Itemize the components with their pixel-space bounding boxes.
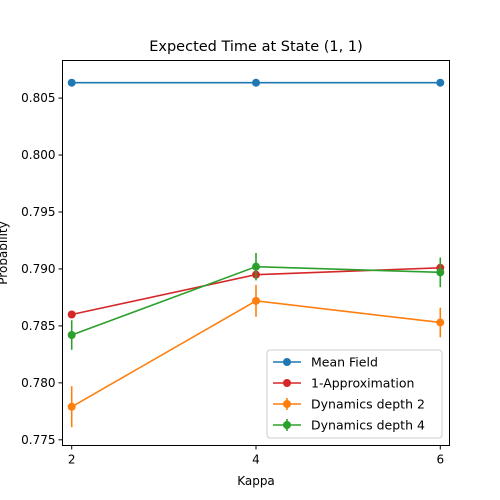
legend-marker [283, 400, 291, 408]
y-tick-label: 0.805 [21, 91, 55, 105]
y-tick-label: 0.800 [21, 148, 55, 162]
legend-label: Dynamics depth 4 [311, 418, 425, 433]
x-tick-label: 6 [436, 453, 444, 467]
legend-marker [283, 358, 291, 366]
x-tick-label: 2 [68, 453, 76, 467]
legend-label: 1-Approximation [311, 376, 414, 391]
data-point [252, 297, 260, 305]
data-point [436, 318, 444, 326]
legend-marker [283, 421, 291, 429]
y-axis: 0.775 0.780 0.785 0.790 0.795 0.800 0.805 [21, 91, 62, 447]
data-point [68, 79, 76, 87]
y-tick-label: 0.790 [21, 262, 55, 276]
y-axis-label: Probability [0, 221, 10, 284]
data-point [68, 403, 76, 411]
y-tick-label: 0.785 [21, 319, 55, 333]
legend-label: Dynamics depth 2 [311, 397, 425, 412]
legend: Mean Field 1-Approximation Dynamics depth … [267, 350, 442, 438]
y-tick-label: 0.775 [21, 433, 55, 447]
data-point [68, 331, 76, 339]
x-axis-label: Kappa [237, 474, 275, 488]
data-point [68, 311, 76, 319]
data-point [436, 268, 444, 276]
x-tick-label: 4 [252, 453, 260, 467]
chart-title: Expected Time at State (1, 1) [149, 39, 363, 55]
data-point [252, 79, 260, 87]
legend-label: Mean Field [311, 355, 378, 370]
legend-marker [283, 379, 291, 387]
x-axis: 2 4 6 [68, 446, 444, 467]
y-tick-label: 0.795 [21, 205, 55, 219]
series-1 [68, 79, 445, 87]
y-tick-label: 0.780 [21, 376, 55, 390]
data-point [436, 79, 444, 87]
data-point [252, 263, 260, 271]
